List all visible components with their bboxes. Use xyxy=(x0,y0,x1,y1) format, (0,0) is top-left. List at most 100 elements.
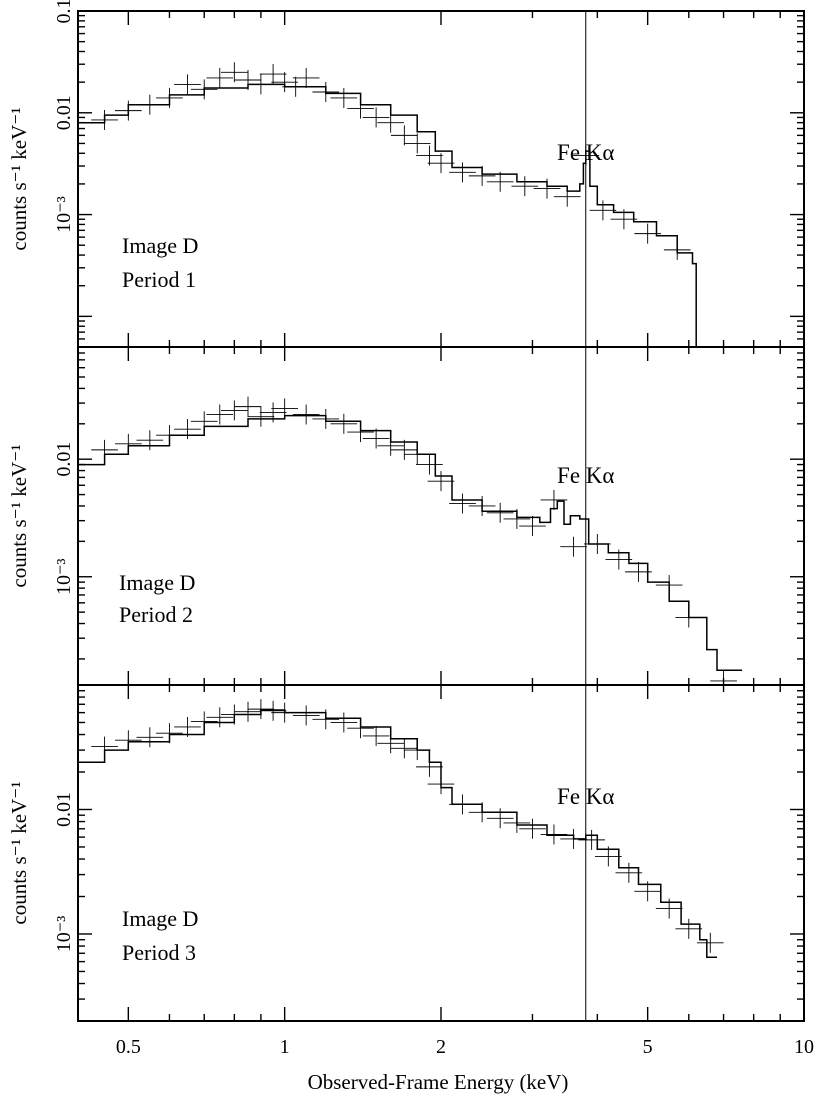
panel-label-image: Image D xyxy=(122,233,198,258)
data-point xyxy=(377,112,405,133)
data-point xyxy=(578,829,605,850)
data-point xyxy=(114,730,142,751)
y-tick-label: 10⁻³ xyxy=(53,196,75,233)
data-point xyxy=(486,502,514,523)
data-point xyxy=(312,408,340,429)
data-point xyxy=(247,699,275,720)
data-point xyxy=(114,100,142,121)
data-point xyxy=(174,716,201,737)
data-point xyxy=(136,94,164,115)
data-point xyxy=(271,72,298,93)
data-point xyxy=(362,107,390,128)
panel-label-period: Period 1 xyxy=(122,267,196,292)
data-point xyxy=(634,881,661,902)
data-point xyxy=(136,430,164,451)
data-point xyxy=(391,439,418,460)
x-tick-label: 2 xyxy=(436,1036,446,1058)
data-point xyxy=(206,404,234,425)
panel-label-period: Period 3 xyxy=(122,940,196,965)
data-point xyxy=(511,176,539,197)
data-point xyxy=(416,454,443,475)
data-point xyxy=(540,489,568,510)
data-point xyxy=(312,709,340,730)
data-point xyxy=(247,74,275,95)
data-point xyxy=(312,82,340,103)
data-point xyxy=(347,98,374,119)
data-point xyxy=(234,701,262,722)
panel-label-image: Image D xyxy=(119,570,195,595)
data-point xyxy=(292,705,320,726)
y-axis-label: counts s⁻¹ keV⁻¹ xyxy=(7,444,31,587)
data-point xyxy=(347,422,374,443)
y-tick-label: 0.01 xyxy=(53,442,75,477)
data-point xyxy=(234,396,262,417)
panel-frame xyxy=(77,10,805,348)
data-point xyxy=(663,239,691,260)
data-point xyxy=(362,428,390,449)
data-point xyxy=(427,471,455,492)
data-point xyxy=(91,439,118,460)
data-point xyxy=(560,536,587,557)
data-point xyxy=(271,398,298,419)
data-point xyxy=(589,200,617,221)
data-point xyxy=(174,419,201,440)
y-tick-label: 10⁻³ xyxy=(53,916,75,953)
data-point xyxy=(391,738,418,759)
data-point xyxy=(468,802,496,823)
data-point xyxy=(292,404,320,425)
data-point xyxy=(259,402,287,423)
data-point xyxy=(282,76,310,97)
data-point xyxy=(403,444,431,465)
data-point xyxy=(91,109,118,130)
data-point xyxy=(91,736,118,757)
model-curve xyxy=(78,83,697,347)
data-point xyxy=(174,74,201,95)
data-point xyxy=(427,153,455,174)
x-tick-label: 10 xyxy=(794,1036,814,1058)
data-point xyxy=(271,702,298,723)
data-point xyxy=(449,493,476,514)
data-point xyxy=(468,165,496,186)
y-tick-label: 10⁻³ xyxy=(53,558,75,595)
data-point xyxy=(625,561,652,582)
data-point xyxy=(292,67,320,88)
y-tick-label: 0.01 xyxy=(53,95,75,130)
data-point xyxy=(330,87,358,108)
data-point xyxy=(136,727,164,748)
data-point xyxy=(247,406,275,427)
data-point xyxy=(259,700,287,721)
data-point xyxy=(519,818,546,839)
x-tick-label: 0.5 xyxy=(116,1036,141,1058)
data-point xyxy=(206,707,234,728)
data-point xyxy=(655,898,683,919)
panel-label-image: Image D xyxy=(122,906,198,931)
panel-label-period: Period 2 xyxy=(119,602,193,627)
data-point xyxy=(519,516,546,537)
data-point xyxy=(610,209,638,230)
data-point xyxy=(403,133,431,154)
y-axis-label: counts s⁻¹ keV⁻¹ xyxy=(7,107,31,250)
data-point xyxy=(330,413,358,434)
data-point xyxy=(221,62,248,83)
data-point xyxy=(347,718,374,739)
y-tick-label: 0.1 xyxy=(53,0,75,24)
data-point xyxy=(595,846,622,867)
data-point xyxy=(427,774,455,795)
x-axis-label: Observed-Frame Energy (keV) xyxy=(308,1070,569,1094)
data-point xyxy=(156,425,183,446)
x-tick-label: 1 xyxy=(280,1036,290,1058)
data-point xyxy=(486,171,514,192)
data-point xyxy=(234,69,262,90)
model-curve xyxy=(78,414,743,672)
panel-frame xyxy=(77,684,805,1022)
data-point xyxy=(675,918,703,939)
data-point xyxy=(449,794,476,815)
data-point xyxy=(634,223,661,244)
model-curve xyxy=(78,709,717,959)
data-point xyxy=(675,607,703,628)
data-point xyxy=(503,812,531,833)
data-point xyxy=(156,87,183,108)
data-point xyxy=(584,533,611,554)
